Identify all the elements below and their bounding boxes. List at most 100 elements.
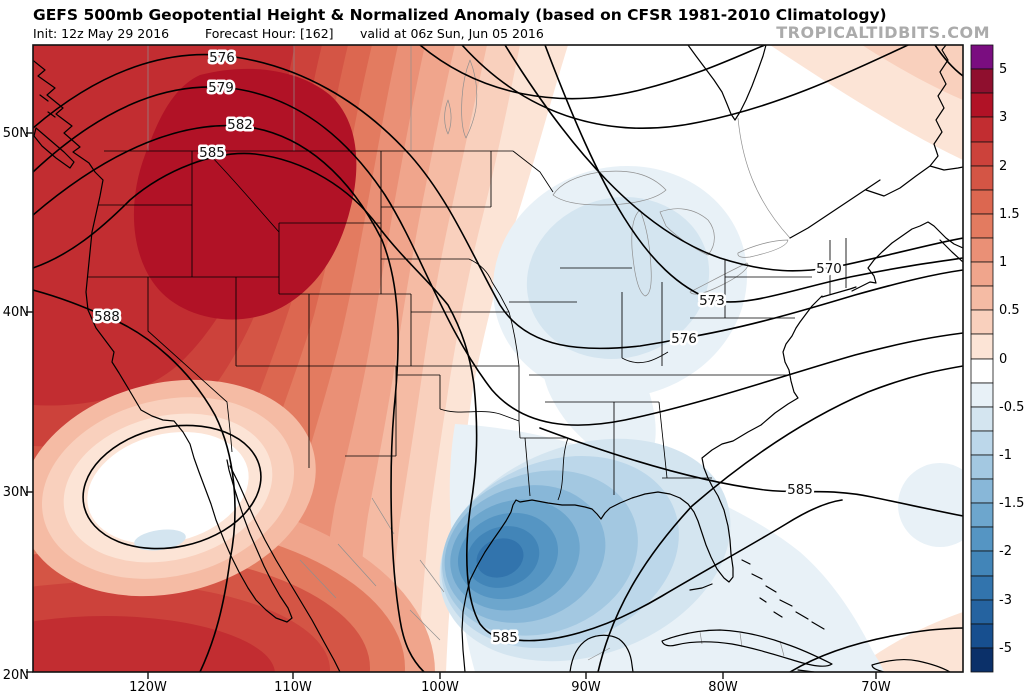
contour-579 [33, 86, 963, 426]
colorbar-segment [970, 141, 994, 167]
colorbar-segment [970, 647, 994, 673]
forecast-hour-label: Forecast Hour: [162] [205, 26, 334, 41]
axis-labels: 50N 40N 30N 20N 120W 110W 100W 90W 80W 7… [3, 126, 891, 695]
colorbar-segment [970, 526, 994, 552]
long-island [821, 286, 857, 298]
colorbar-segment [970, 406, 994, 432]
lon-label: 70W [861, 680, 891, 695]
colorbar-segment [970, 575, 994, 601]
colorbar-segment [970, 68, 994, 94]
colorbar-labels: 5 3 2 1.5 1 0.5 0 -0.5 -1 -1.5 -2 -3 -5 [999, 62, 1024, 656]
lake-winnipeg [444, 59, 478, 139]
colorbar-tick-label: -0.5 [999, 400, 1024, 415]
colorbar-segment [970, 478, 994, 504]
colorbar-tick-label: 3 [999, 110, 1007, 125]
anomaly-shade [87, 431, 249, 545]
vancouver-island [33, 94, 75, 169]
hudson-james-bay [687, 45, 767, 121]
colorbar-tick-label: 0.5 [999, 303, 1020, 318]
colorbar-tick-label: 2 [999, 159, 1007, 174]
colorbar-segment [970, 382, 994, 408]
negative-anomaly-fill [439, 165, 963, 672]
lon-label: 110W [274, 680, 312, 695]
colorbar-segment [970, 599, 994, 625]
colorbar-segment [970, 44, 994, 70]
contour-label: 570 [816, 261, 842, 277]
contour-573 [544, 45, 963, 303]
colorbar-segment [970, 189, 994, 215]
lon-label: 100W [421, 680, 459, 695]
state-borders [87, 150, 847, 501]
colorbar-tick-label: 0 [999, 352, 1007, 367]
colorbar-segment [970, 285, 994, 311]
anomaly-shade [526, 197, 710, 359]
lon-label: 90W [571, 680, 601, 695]
contour-label: 576 [671, 331, 697, 347]
colorbar-segment [970, 623, 994, 649]
anomaly-shade [33, 616, 275, 672]
coastline-gulf-of-california [229, 465, 341, 672]
contour-ne-corner [934, 45, 963, 77]
colorbar-segment [970, 502, 994, 528]
geography [33, 45, 963, 672]
colorbar-tick-label: -1.5 [999, 496, 1024, 511]
anomaly-shade [852, 612, 963, 672]
colorbar-segment [970, 116, 994, 143]
contour-label: 585 [787, 482, 813, 498]
lon-label: 120W [129, 680, 167, 695]
colorbar-segment [970, 213, 994, 239]
colorbar-tick-label: -2 [999, 544, 1012, 559]
colorbar-tick-label: 1 [999, 255, 1007, 270]
contour-canada-upper-2 [461, 45, 909, 129]
valid-time-label: valid at 06z Sun, Jun 05 2016 [360, 26, 544, 41]
yucatan [569, 634, 634, 672]
colorbar-segment [970, 309, 994, 335]
colorbar-tick-label: -5 [999, 641, 1012, 656]
contour-576 [33, 53, 963, 350]
great-lakes [552, 170, 789, 297]
coastline-pacific [33, 59, 293, 623]
anomaly-shade [133, 68, 357, 320]
coastline-gulf-atlantic [476, 295, 823, 583]
lon-label: 80W [708, 680, 738, 695]
tropicaltidbits-logo: TROPICALTIDBITS.COM [776, 23, 990, 42]
contour-588-closed [82, 424, 262, 550]
contour-label: 576 [209, 50, 235, 66]
colorbar-segment [970, 333, 994, 360]
map-area: 576 579 582 585 588 570 573 576 585 585 [33, 45, 963, 672]
contour-canada-upper-1 [419, 45, 766, 100]
contour-570 [504, 45, 963, 272]
contour-588 [33, 289, 236, 672]
contour-label: 588 [94, 309, 120, 325]
map-frame [32, 44, 964, 673]
lat-label: 40N [3, 305, 29, 320]
contour-label: 585 [199, 145, 225, 161]
colorbar-tick-label: 1.5 [999, 207, 1020, 222]
contour-label: 585 [492, 630, 518, 646]
colorbar-segment [970, 358, 994, 384]
colorbar-segment [970, 237, 994, 263]
anomaly-shade [898, 463, 963, 547]
lat-label: 20N [3, 668, 29, 683]
colorbar-tick-label: 5 [999, 62, 1007, 77]
contour-582-east [597, 365, 963, 672]
contour-caribbean [789, 627, 963, 672]
contour-582-west [33, 124, 425, 672]
colorbar-segment [970, 454, 994, 480]
colorbar-tick-label: -1 [999, 448, 1012, 463]
init-label: Init: 12z May 29 2016 [33, 26, 169, 41]
colorbar-segment [970, 165, 994, 191]
anomaly-shade [134, 529, 186, 551]
coastline-mexico-east [461, 565, 478, 672]
lat-label: 50N [3, 126, 29, 141]
contour-label: 582 [227, 117, 253, 133]
positive-anomaly-fill [33, 45, 963, 672]
colorbar-tick-label: -3 [999, 593, 1012, 608]
contour-585-east [539, 427, 963, 517]
page-title: GEFS 500mb Geopotential Height & Normali… [33, 6, 887, 24]
coastline-st-lawrence [789, 45, 963, 239]
contour-label: 573 [699, 293, 725, 309]
contour-label-group: 576 579 582 585 588 570 573 576 585 585 [92, 48, 845, 649]
colorbar-segment [970, 550, 994, 577]
